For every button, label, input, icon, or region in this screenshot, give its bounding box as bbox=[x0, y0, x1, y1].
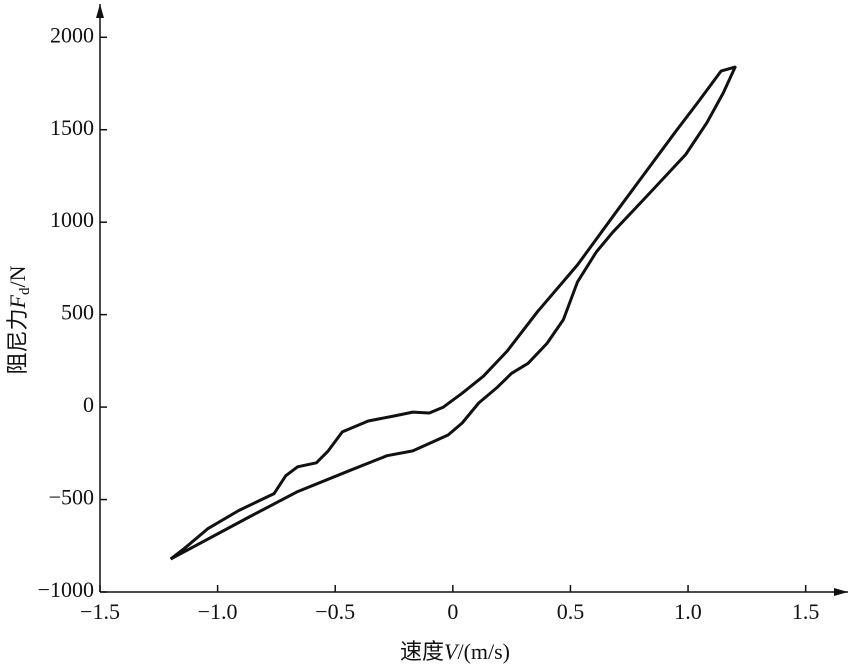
data-line bbox=[169, 65, 737, 561]
y-label-unit: /N bbox=[5, 265, 30, 287]
x-tick-label: 0 bbox=[447, 599, 458, 624]
y-tick-label: 2000 bbox=[50, 22, 94, 47]
y-tick-label: −500 bbox=[49, 485, 94, 510]
x-tick-label: 1.0 bbox=[674, 599, 702, 624]
y-axis-arrow bbox=[96, 4, 104, 18]
y-tick-label: 1500 bbox=[50, 115, 94, 140]
x-tick-label: 1.5 bbox=[792, 599, 820, 624]
x-tick-label: −1.0 bbox=[198, 599, 238, 624]
x-tick-label: −1.5 bbox=[80, 599, 120, 624]
y-axis-label: 阻尼力Fd/N bbox=[5, 265, 33, 374]
x-axis-label: 速度V/(m/s) bbox=[400, 639, 510, 664]
y-tick-label: 500 bbox=[61, 300, 94, 325]
x-tick-label: 0.5 bbox=[557, 599, 585, 624]
y-tick-label: 1000 bbox=[50, 207, 94, 232]
x-label-symbol: V bbox=[444, 639, 460, 664]
y-label-symbol: F bbox=[5, 294, 30, 309]
y-label-subscript: d bbox=[17, 287, 33, 295]
x-tick-label: −0.5 bbox=[315, 599, 355, 624]
y-tick-label: −1000 bbox=[38, 577, 94, 602]
x-label-text: 速度 bbox=[400, 639, 444, 664]
x-axis-arrow bbox=[834, 588, 848, 596]
y-tick-label: 0 bbox=[83, 392, 94, 417]
x-label-unit: /(m/s) bbox=[457, 639, 510, 664]
y-label-text: 阻尼力 bbox=[5, 308, 30, 374]
